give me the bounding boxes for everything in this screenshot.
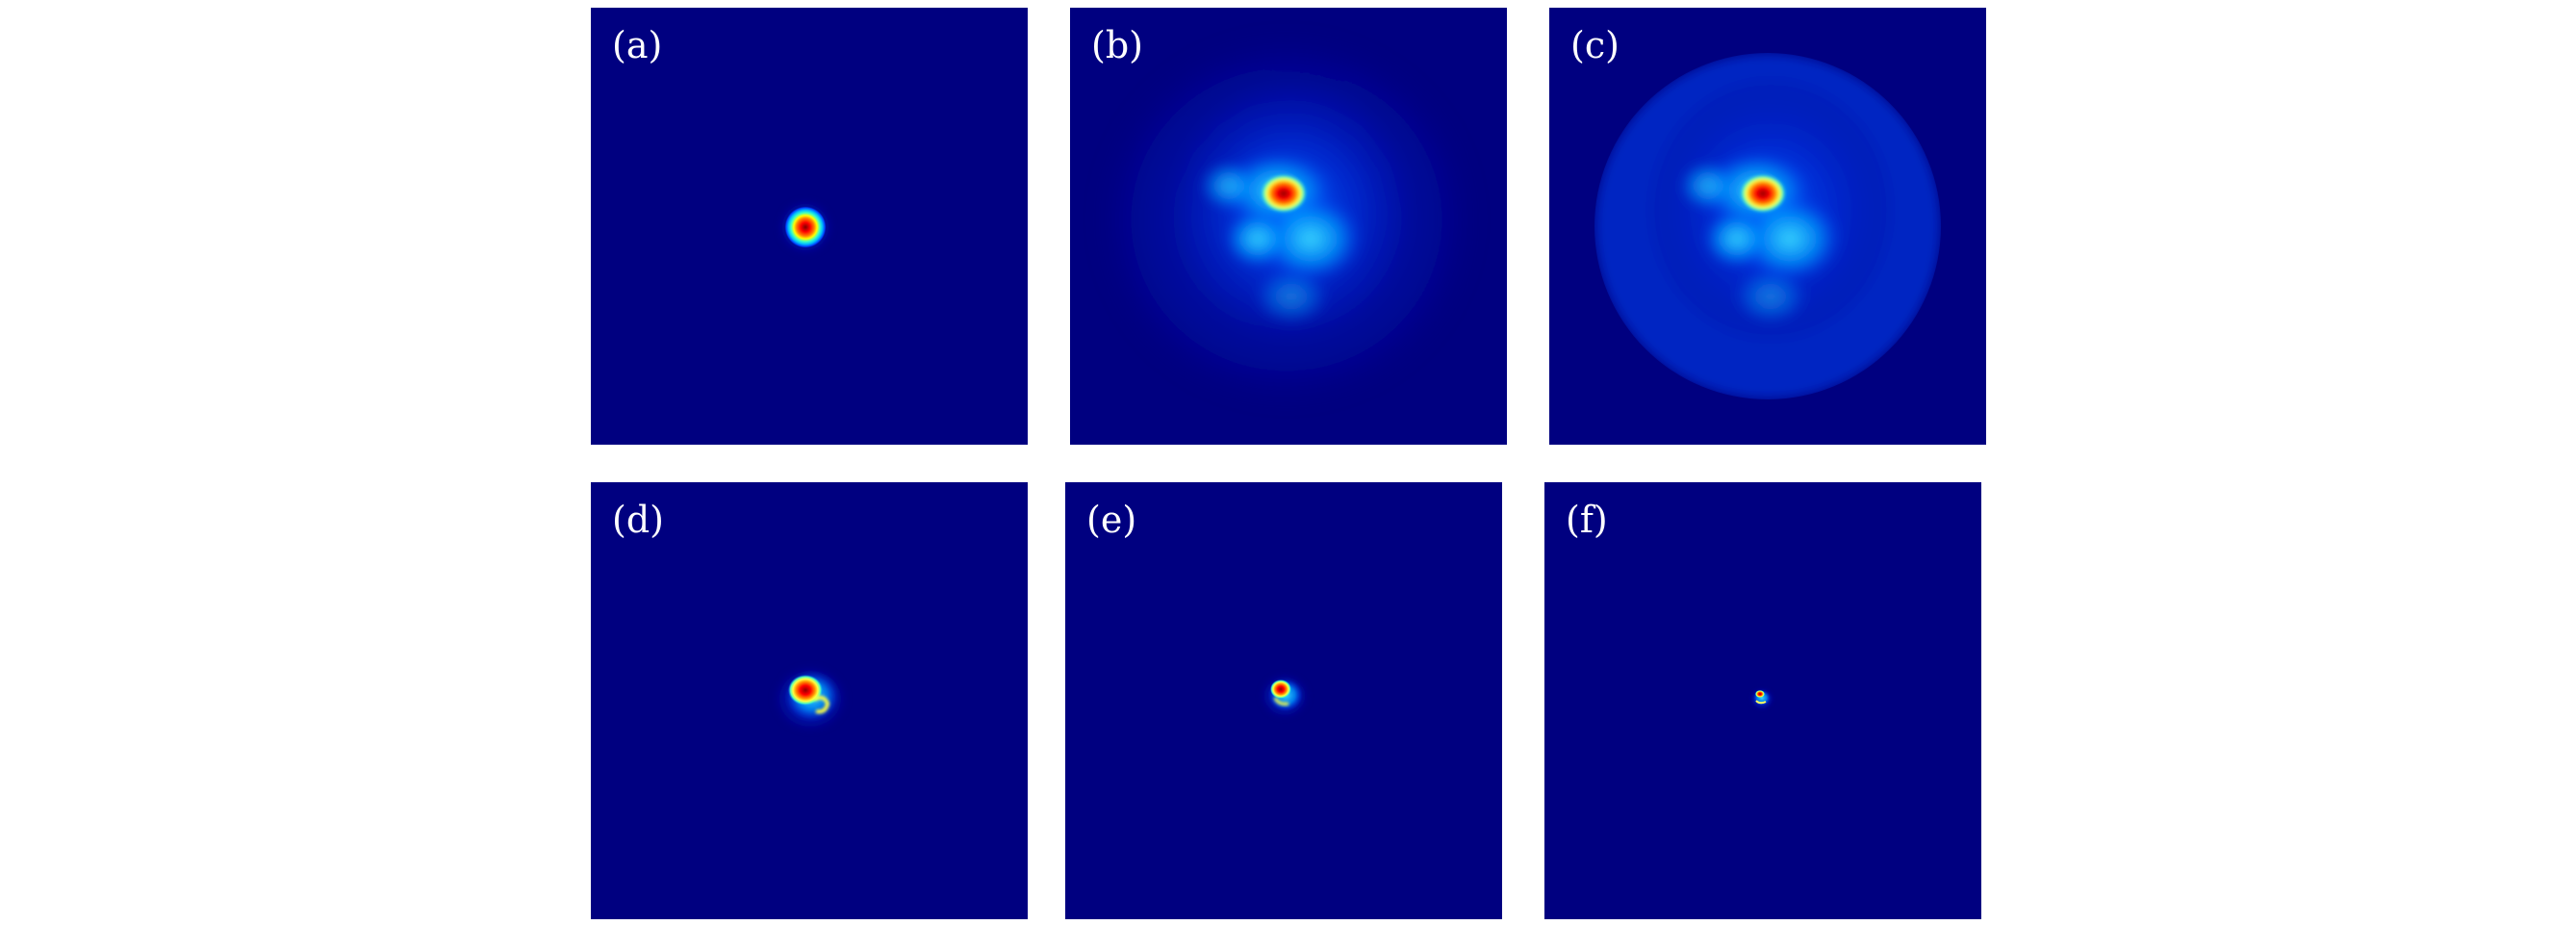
panel-label-b: (b) (1091, 24, 1143, 66)
panel-f: (f) (1544, 482, 1981, 919)
panel-d: (d) (591, 482, 1028, 919)
panel-a: (a) (591, 8, 1028, 445)
panel-e: (e) (1065, 482, 1502, 919)
panel-label-e: (e) (1086, 499, 1137, 541)
clipped-speckle-icon (1594, 53, 1941, 399)
panel-label-c: (c) (1570, 24, 1620, 66)
focused-spot-icon (1749, 687, 1774, 710)
focused-spot-icon (1260, 673, 1310, 719)
panel-label-d: (d) (612, 499, 664, 541)
panel-c: (c) (1549, 8, 1986, 445)
panel-label-f: (f) (1566, 499, 1608, 541)
scattered-speckle-icon (1089, 27, 1484, 412)
focused-spot-icon (772, 664, 849, 733)
panel-label-a: (a) (612, 24, 663, 66)
panel-b: (b) (1070, 8, 1507, 445)
gaussian-spot-icon (777, 198, 834, 256)
